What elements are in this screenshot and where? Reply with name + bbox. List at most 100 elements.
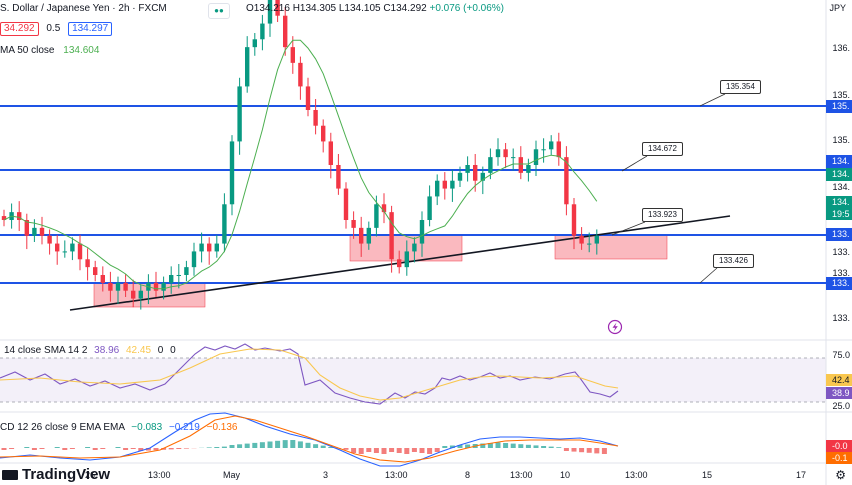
- candle-body: [389, 212, 394, 260]
- macd-histogram: [1, 440, 607, 454]
- macd-bar: [62, 448, 68, 450]
- macd-line: [0, 412, 619, 467]
- candle-body: [435, 180, 440, 197]
- candle-body: [100, 275, 105, 283]
- macd-bar: [465, 444, 471, 448]
- macd-bar: [229, 445, 235, 448]
- ohlc-values: O134.216 H134.305 L134.105 C134.292: [246, 3, 427, 14]
- time-axis-label: 13:00: [625, 470, 648, 480]
- macd-bar: [449, 445, 455, 448]
- candle-body: [55, 243, 60, 252]
- candles: [1, 0, 599, 310]
- callout-leader-4: [699, 267, 718, 284]
- candle-body: [594, 235, 599, 244]
- macd-bar: [100, 448, 106, 449]
- sma-legend-value: 134.604: [63, 45, 100, 56]
- tag-level-4-text: 133.: [832, 278, 850, 288]
- macd-bar: [434, 448, 440, 452]
- time-axis-label: May: [223, 470, 241, 480]
- candle-body: [169, 275, 174, 283]
- candle-body: [533, 149, 539, 165]
- callout-134672[interactable]: 134.672: [642, 142, 683, 156]
- rsi-value-1: 38.96: [94, 345, 120, 356]
- header-eye-icon[interactable]: ●●: [208, 3, 230, 19]
- gear-icon[interactable]: ⚙: [835, 468, 846, 482]
- tag-level-3: [826, 228, 852, 241]
- time-axis-label: 26: [85, 470, 96, 480]
- macd-bar: [92, 448, 98, 450]
- candle-body: [397, 259, 402, 268]
- macd-bar: [69, 448, 75, 449]
- macd-bar: [221, 446, 227, 448]
- tag-level-2b: [826, 168, 852, 181]
- macd-bar: [579, 448, 585, 453]
- macd-bar: [328, 447, 334, 448]
- candle-body: [473, 165, 478, 181]
- candle-body: [267, 0, 273, 24]
- candle-body: [222, 204, 227, 244]
- macd-bar: [259, 442, 265, 448]
- candle-body: [275, 0, 280, 16]
- candle-body: [541, 149, 546, 151]
- macd-bar: [525, 444, 531, 448]
- candle-body: [39, 227, 45, 236]
- candle-body: [518, 157, 523, 173]
- candle-body: [321, 125, 326, 142]
- candle-body: [571, 204, 577, 236]
- tradingview-logo-text: TradingView: [22, 466, 111, 483]
- alert-icon-bolt: [612, 322, 618, 332]
- rsi-value-2: 42.45: [125, 345, 152, 356]
- time-axis-label: 17: [796, 470, 807, 480]
- macd-bar: [586, 448, 592, 453]
- macd-bar: [244, 443, 250, 448]
- macd-bar: [518, 444, 524, 448]
- macd-bar: [396, 448, 402, 453]
- rsi-legend[interactable]: 14 close SMA 14 2 38.96 42.45 0 0: [4, 345, 176, 356]
- price-axis-label: 133.: [832, 313, 850, 323]
- candle-body: [17, 212, 22, 220]
- macd-legend[interactable]: CD 12 26 close 9 EMA EMA −0.083 −0.219 −…: [0, 422, 237, 433]
- candle-body: [1, 216, 7, 220]
- sell-button[interactable]: 34.292: [0, 22, 39, 36]
- callout-133426[interactable]: 133.426: [713, 254, 754, 268]
- callout-133923[interactable]: 133.923: [642, 208, 683, 222]
- callout-135354[interactable]: 135.354: [720, 80, 761, 94]
- tag-rsi-a-text: 42.4: [832, 375, 850, 385]
- macd-bar: [138, 448, 144, 451]
- time-axis-label: 10: [560, 470, 571, 480]
- macd-bar: [115, 447, 121, 448]
- candle-body: [412, 243, 417, 252]
- candle-body: [62, 251, 67, 253]
- buy-button[interactable]: 134.297: [68, 22, 113, 36]
- candle-body: [503, 149, 508, 158]
- callout-leader-1: [699, 93, 726, 107]
- candle-body: [207, 243, 212, 252]
- macd-bar: [275, 440, 281, 448]
- trade-buttons: 34.292 0.5 134.297: [0, 22, 113, 36]
- candle-body: [153, 282, 159, 291]
- macd-bar: [343, 448, 349, 450]
- macd-bar: [320, 445, 326, 448]
- symbol-header[interactable]: S. Dollar / Japanese Yen · 2h · FXCM: [0, 3, 167, 14]
- tradingview-logo[interactable]: TradingView: [2, 466, 110, 483]
- candle-body: [480, 172, 485, 181]
- macd-bar: [495, 442, 501, 448]
- time-axis-label: 3: [323, 470, 329, 480]
- candle-body: [305, 86, 311, 110]
- time-axis-label: 15: [702, 470, 713, 480]
- candle-body: [366, 227, 371, 244]
- macd-bar: [145, 448, 151, 451]
- candle-body: [381, 204, 387, 213]
- rsi-sma-line: [0, 348, 619, 401]
- rsi-legend-label: 14 close SMA 14 2: [4, 345, 88, 356]
- macd-bar: [24, 447, 30, 448]
- macd-bar: [404, 448, 410, 454]
- candle-body: [442, 180, 447, 189]
- alert-icon[interactable]: [607, 319, 623, 335]
- tag-level-1: [826, 100, 852, 113]
- candle-body: [427, 196, 432, 220]
- sma-legend[interactable]: MA 50 close 134.604: [0, 45, 99, 56]
- candle-body: [495, 149, 501, 158]
- symbol-title[interactable]: S. Dollar / Japanese Yen · 2h · FXCM: [0, 3, 167, 14]
